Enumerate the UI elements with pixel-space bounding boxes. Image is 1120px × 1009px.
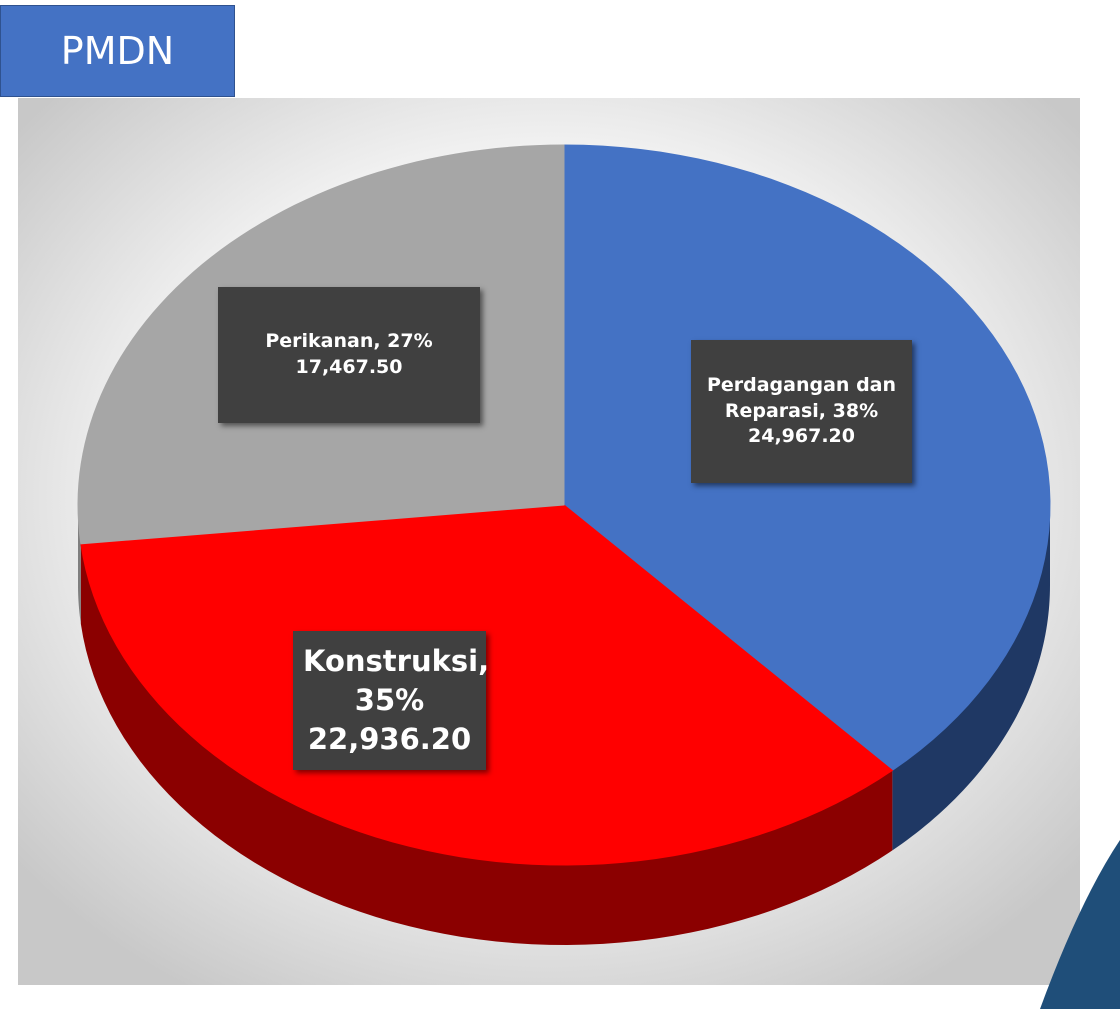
slice-side <box>78 505 81 624</box>
category-label: Perdagangan dan Reparasi, 38% <box>706 374 897 422</box>
data-label: Konstruksi, 35% 22,936.20 <box>293 631 490 770</box>
value-label: 24,967.20 <box>748 425 855 448</box>
value-label: 22,936.20 <box>307 722 472 757</box>
slice-side <box>892 505 1050 851</box>
data-label: Perikanan, 27% 17,467.50 <box>218 287 480 423</box>
pie <box>77 144 1051 945</box>
slice <box>80 504 894 866</box>
category-label: Konstruksi, 35% <box>303 643 490 717</box>
value-label: 17,467.50 <box>295 356 403 378</box>
category-label: Perikanan, 27% <box>265 330 433 353</box>
data-label: Perdagangan dan Reparasi, 38% 24,967.20 <box>691 340 912 483</box>
decoration <box>1040 840 1120 1009</box>
chart-title: PMDN <box>0 5 235 97</box>
slice-side <box>80 543 893 945</box>
